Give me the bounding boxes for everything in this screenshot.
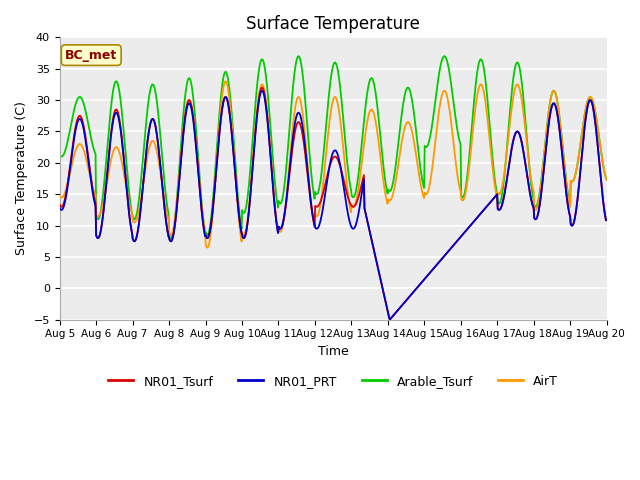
Title: Surface Temperature: Surface Temperature (246, 15, 420, 33)
Y-axis label: Surface Temperature (C): Surface Temperature (C) (15, 102, 28, 255)
X-axis label: Time: Time (318, 345, 349, 358)
Legend: NR01_Tsurf, NR01_PRT, Arable_Tsurf, AirT: NR01_Tsurf, NR01_PRT, Arable_Tsurf, AirT (104, 370, 563, 393)
Text: BC_met: BC_met (65, 48, 117, 61)
